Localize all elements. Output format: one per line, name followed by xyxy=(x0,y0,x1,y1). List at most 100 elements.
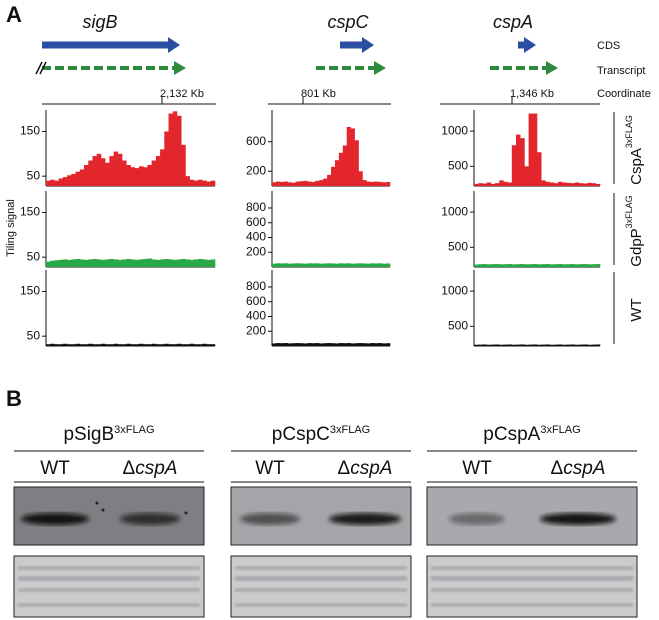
signal-bar xyxy=(299,181,304,186)
signal-bar xyxy=(499,264,504,267)
signal-bar xyxy=(79,169,85,186)
signal-bar xyxy=(386,343,391,346)
signal-bar xyxy=(342,145,348,186)
lane-label: ΔcspA xyxy=(123,458,178,479)
coordinate-label: 801 Kb xyxy=(301,88,336,100)
signal-bar xyxy=(279,343,285,346)
signal-bar xyxy=(541,344,546,346)
label-text: WT xyxy=(628,298,645,321)
signal-bar xyxy=(181,344,186,346)
signal-bar xyxy=(291,263,296,267)
row-label: WT xyxy=(628,298,645,321)
signal-bar xyxy=(147,164,152,186)
signal-bar xyxy=(172,259,178,267)
signal-bar xyxy=(46,344,51,346)
signal-bar xyxy=(189,259,195,267)
signal-bar xyxy=(117,153,123,186)
signal-bar xyxy=(75,171,81,186)
signal-bar xyxy=(319,180,324,186)
signal-bar xyxy=(151,259,157,267)
signal-bar xyxy=(122,259,127,267)
signal-bar xyxy=(574,344,580,346)
loading-control xyxy=(230,555,412,618)
signal-bar xyxy=(334,263,340,267)
y-tick-label: 500 xyxy=(448,158,468,172)
signal-bar xyxy=(303,343,308,346)
signal-bar xyxy=(537,264,542,267)
signal-bar xyxy=(117,259,123,267)
signal-bar xyxy=(366,181,371,186)
label-text: pCspA xyxy=(483,424,540,445)
break-mark xyxy=(39,61,47,75)
loading-band xyxy=(431,588,633,592)
signal-bar xyxy=(570,183,576,186)
signal-bar xyxy=(311,263,316,267)
y-tick-label: 800 xyxy=(246,279,266,293)
signal-bar xyxy=(490,183,496,186)
signal-bar xyxy=(283,263,289,267)
signal-bar xyxy=(71,344,76,346)
signal-bar xyxy=(109,156,114,186)
signal-bar xyxy=(126,343,131,346)
coordinate-label: 2,132 Kb xyxy=(160,88,204,100)
signal-bar xyxy=(189,179,195,186)
blot-band xyxy=(540,513,616,525)
signal-bar xyxy=(96,259,102,267)
signal-bar xyxy=(54,180,59,186)
signal-bar xyxy=(134,344,140,346)
signal-bar xyxy=(79,259,85,267)
signal-bar xyxy=(579,183,584,186)
signal-bar xyxy=(147,344,152,346)
signal-bar xyxy=(160,344,165,346)
signal-bar xyxy=(311,181,316,186)
signal-bar xyxy=(62,343,68,346)
signal-bar xyxy=(193,259,199,267)
signal-bar xyxy=(311,343,316,346)
signal-bar xyxy=(507,344,513,346)
signal-bar xyxy=(92,344,97,346)
y-tick-label: 500 xyxy=(448,239,468,253)
signal-bar xyxy=(67,344,72,346)
signal-bar xyxy=(130,167,136,186)
signal-bar xyxy=(474,344,479,346)
signal-bar xyxy=(117,344,123,346)
signal-bar xyxy=(303,180,308,186)
signal-bar xyxy=(105,162,110,186)
signal-bar xyxy=(482,264,487,267)
signal-bar xyxy=(295,181,300,186)
signal-bar xyxy=(338,152,344,186)
blot-band xyxy=(21,513,89,525)
signal-bar xyxy=(528,113,534,186)
loading-band xyxy=(235,576,407,581)
signal-bar xyxy=(323,263,328,267)
label-text: pCspC xyxy=(272,424,330,445)
signal-bar xyxy=(62,177,68,186)
superscript: 3xFLAG xyxy=(114,424,154,436)
lane-label: WT xyxy=(462,458,492,479)
signal-bar xyxy=(350,263,355,267)
loading-band xyxy=(235,603,407,607)
signal-bar xyxy=(545,344,550,346)
signal-bar xyxy=(362,263,367,267)
signal-bar xyxy=(370,181,375,186)
y-tick-label: 50 xyxy=(27,328,41,342)
signal-bar xyxy=(151,343,157,346)
signal-bar xyxy=(105,344,110,346)
signal-bar xyxy=(511,264,517,267)
signal-bar xyxy=(100,343,106,346)
signal-bar xyxy=(126,164,131,186)
signal-bar xyxy=(362,180,367,186)
y-tick-label: 150 xyxy=(20,124,40,138)
signal-bar xyxy=(283,343,289,346)
signal-bar xyxy=(553,183,559,186)
lane-text: WT xyxy=(255,458,285,479)
label-text: GdpP xyxy=(628,228,645,266)
signal-bar xyxy=(143,167,148,186)
signal-bar xyxy=(79,344,85,346)
signal-bar xyxy=(549,182,555,186)
signal-bar xyxy=(176,115,182,186)
signal-bar xyxy=(84,259,89,267)
signal-bar xyxy=(164,258,169,267)
loading-band xyxy=(235,566,407,570)
signal-bar xyxy=(75,343,81,346)
